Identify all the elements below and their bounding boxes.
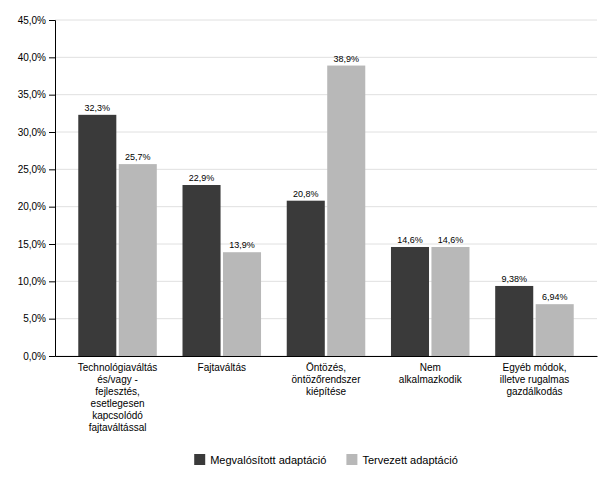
x-tick-label-line: és/vagy - bbox=[97, 374, 138, 385]
x-tick-label-line: gazdálkodás bbox=[506, 386, 562, 397]
x-tick-label-line: Egyéb módok, bbox=[502, 362, 566, 373]
y-tick-label: 20,0% bbox=[18, 201, 46, 212]
x-tick-label-line: esetlegesen bbox=[91, 398, 145, 409]
bar bbox=[183, 185, 221, 356]
y-tick: 35,0% bbox=[18, 89, 55, 100]
y-tick-label: 0,0% bbox=[23, 351, 46, 362]
x-tick-label-line: Fajtaváltás bbox=[198, 362, 246, 373]
y-tick-label: 5,0% bbox=[23, 313, 46, 324]
grid bbox=[55, 20, 597, 356]
y-tick-mark bbox=[49, 319, 55, 320]
bars bbox=[78, 66, 573, 356]
data-label: 14,6% bbox=[397, 235, 423, 245]
x-tick-label: Egyéb módok,illetve rugalmasgazdálkodás bbox=[500, 362, 569, 397]
legend-swatch bbox=[346, 454, 357, 465]
y-axis: 0,0% 5,0% 10,0% 15,0% 20,0% 25,0% 30,0% 35,0% 40… bbox=[18, 15, 56, 362]
y-tick-mark bbox=[49, 95, 55, 96]
y-tick: 25,0% bbox=[18, 164, 55, 175]
legend-item: Tervezett adaptáció bbox=[346, 454, 457, 466]
data-label: 9,38% bbox=[501, 274, 527, 284]
x-tick-label-line: öntözőrendszer bbox=[292, 374, 362, 385]
x-tick-label: Fajtaváltás bbox=[198, 362, 246, 373]
data-label: 14,6% bbox=[438, 235, 464, 245]
bar-series bbox=[119, 66, 574, 356]
x-tick-label-line: illetve rugalmas bbox=[500, 374, 569, 385]
data-label: 32,3% bbox=[85, 103, 111, 113]
y-tick-label: 45,0% bbox=[18, 15, 46, 26]
bar bbox=[287, 201, 325, 356]
y-tick: 15,0% bbox=[18, 239, 55, 250]
legend-item: Megvalósított adaptáció bbox=[194, 454, 326, 466]
y-tick-label: 10,0% bbox=[18, 276, 46, 287]
bar bbox=[495, 286, 533, 356]
data-label: 13,9% bbox=[229, 240, 255, 250]
bar-series bbox=[78, 115, 533, 356]
x-tick-label: Öntözés,öntözőrendszerkiépítése bbox=[292, 362, 362, 397]
x-tick: Egyéb módok,illetve rugalmasgazdálkodás bbox=[500, 362, 569, 397]
data-label: 6,94% bbox=[542, 292, 568, 302]
y-tick-label: 40,0% bbox=[18, 52, 46, 63]
y-tick-mark bbox=[49, 132, 55, 133]
y-tick-label: 35,0% bbox=[18, 89, 46, 100]
y-tick: 45,0% bbox=[18, 15, 55, 26]
bar bbox=[327, 66, 365, 356]
y-tick-mark bbox=[49, 169, 55, 170]
y-tick-label: 25,0% bbox=[18, 164, 46, 175]
x-tick-label-line: Öntözés, bbox=[306, 362, 346, 373]
y-tick-mark bbox=[49, 207, 55, 208]
y-tick-mark bbox=[49, 244, 55, 245]
grid-line bbox=[55, 94, 597, 95]
y-tick: 5,0% bbox=[23, 313, 55, 324]
y-tick: 0,0% bbox=[23, 351, 55, 362]
y-tick-mark bbox=[49, 57, 55, 58]
data-label: 22,9% bbox=[189, 173, 215, 183]
x-tick-label: Nemalkalmazkodik bbox=[399, 362, 463, 385]
x-tick: Öntözés,öntözőrendszerkiépítése bbox=[292, 362, 362, 397]
data-label: 25,7% bbox=[125, 152, 151, 162]
bar bbox=[431, 247, 469, 356]
x-axis-line bbox=[56, 356, 598, 357]
x-tick-label-line: kapcsolódó bbox=[92, 410, 143, 421]
x-tick-label-line: fejlesztés, bbox=[95, 386, 139, 397]
x-tick-label-line: Nem bbox=[420, 362, 441, 373]
x-tick: Fajtaváltás bbox=[198, 362, 246, 373]
y-tick-mark bbox=[49, 281, 55, 282]
x-tick-label-line: kiépítése bbox=[306, 386, 346, 397]
legend: Megvalósított adaptáció Tervezett adaptác… bbox=[194, 454, 458, 466]
x-tick-label-line: alkalmazkodik bbox=[399, 374, 463, 385]
y-axis-line bbox=[49, 21, 56, 357]
data-label: 38,9% bbox=[333, 54, 359, 64]
plot: 0,0% 5,0% 10,0% 15,0% 20,0% 25,0% 30,0% 35,0% 40… bbox=[18, 15, 598, 433]
legend-swatch bbox=[194, 454, 205, 465]
x-tick-label: Technológiaváltásés/vagy -fejlesztés,ese… bbox=[78, 362, 157, 433]
x-tick-label-line: fajtaváltással bbox=[89, 422, 147, 433]
bar bbox=[78, 115, 116, 356]
data-labels: 32,3% 22,9% 20,8% 14,6% 9,38% 25,7% 13,9% 38,9%… bbox=[85, 54, 568, 303]
legend-label: Tervezett adaptáció bbox=[362, 454, 457, 466]
grid-line bbox=[55, 20, 597, 21]
y-tick-mark bbox=[49, 20, 55, 21]
y-tick-label: 30,0% bbox=[18, 127, 46, 138]
y-tick: 20,0% bbox=[18, 201, 55, 212]
chart: 0,0% 5,0% 10,0% 15,0% 20,0% 25,0% 30,0% 35,0% 40… bbox=[0, 0, 612, 478]
y-tick-label: 15,0% bbox=[18, 239, 46, 250]
x-tick: Nemalkalmazkodik bbox=[399, 362, 463, 385]
y-tick-mark bbox=[49, 356, 55, 357]
grid-line bbox=[55, 132, 597, 133]
x-tick-label-line: Technológiaváltás bbox=[78, 362, 157, 373]
y-tick: 10,0% bbox=[18, 276, 55, 287]
y-tick: 30,0% bbox=[18, 127, 55, 138]
bar bbox=[223, 252, 261, 356]
bar bbox=[391, 247, 429, 356]
grid-line bbox=[55, 57, 597, 58]
x-axis: Technológiaváltásés/vagy -fejlesztés,ese… bbox=[56, 357, 598, 434]
legend-label: Megvalósított adaptáció bbox=[210, 454, 326, 466]
bar bbox=[536, 304, 574, 356]
bar bbox=[119, 164, 157, 356]
x-tick: Technológiaváltásés/vagy -fejlesztés,ese… bbox=[78, 362, 157, 433]
data-label: 20,8% bbox=[293, 189, 319, 199]
y-tick: 40,0% bbox=[18, 52, 55, 63]
